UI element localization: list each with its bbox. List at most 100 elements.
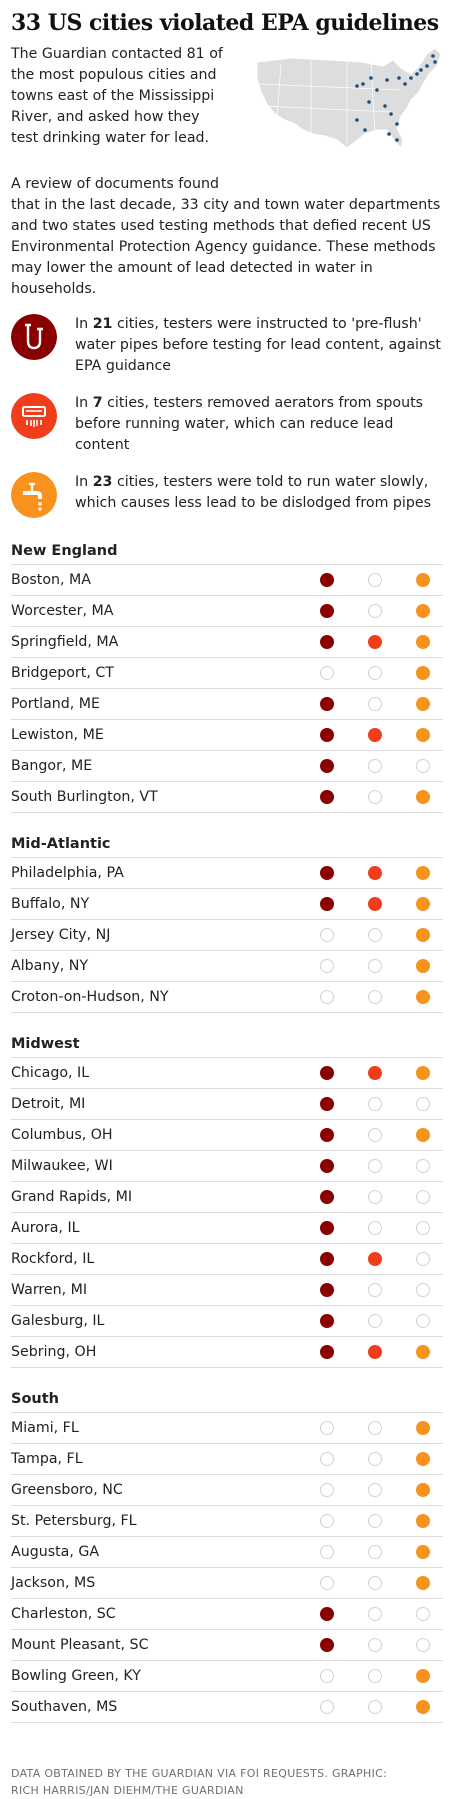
method-indicator-off [416,1638,430,1652]
method-indicator-on [416,1128,430,1142]
table-row: Columbus, OH [11,1120,443,1151]
city-name: Jackson, MS [11,1575,96,1591]
method-indicator-on [320,635,334,649]
region-heading: South [11,1386,443,1413]
method-indicator-on [320,866,334,880]
method-indicator-on [368,897,382,911]
method-indicator-on [416,635,430,649]
method-indicator-off [320,1700,334,1714]
method-indicator-on [320,897,334,911]
method-indicator-off [368,1576,382,1590]
method-indicator-off [320,1669,334,1683]
city-name: Greensboro, NC [11,1482,123,1498]
method-indicator-on [320,697,334,711]
method-slow-flow: In 23 cities, testers were told to run w… [11,472,443,520]
table-row: Charleston, SC [11,1599,443,1630]
method-indicator-on [416,666,430,680]
method-indicator-on [368,1345,382,1359]
us-map [256,47,442,149]
page-title: 33 US cities violated EPA guidelines [11,10,439,36]
table-row: Greensboro, NC [11,1475,443,1506]
method-indicator-off [320,928,334,942]
method-text: In 23 cities, testers were told to run w… [75,474,432,511]
table-row: Mount Pleasant, SC [11,1630,443,1661]
review-line: Environmental Protection Agency guidance… [11,239,436,255]
table-row: Rockford, IL [11,1244,443,1275]
method-indicator-on [416,1700,430,1714]
intro-line: River, and asked how they [11,109,200,125]
method-indicator-on [320,1159,334,1173]
city-name: St. Petersburg, FL [11,1513,137,1529]
method-indicator-off [368,928,382,942]
method-indicator-on [320,1097,334,1111]
faucet-icon [11,472,57,518]
us-map-land [256,47,442,149]
city-name: Albany, NY [11,958,89,974]
method-indicator-off [368,959,382,973]
review-paragraph: A review of documents found that in the … [11,174,443,300]
region-heading: New England [11,538,443,565]
method-indicator-off [368,990,382,1004]
method-indicator-off [368,1607,382,1621]
method-indicator-off [368,1700,382,1714]
city-name: Philadelphia, PA [11,865,124,881]
intro-block: The Guardian contacted 81 of the most po… [11,44,443,184]
city-name: Bowling Green, KY [11,1668,141,1684]
method-indicator-on [320,1190,334,1204]
table-row: Croton-on-Hudson, NY [11,982,443,1013]
credit-line: DATA OBTAINED BY THE GUARDIAN VIA FOI RE… [11,1767,388,1780]
method-indicator-off [368,790,382,804]
method-indicator-on [368,866,382,880]
method-indicator-off [416,1607,430,1621]
method-indicator-off [368,1452,382,1466]
method-indicator-on [320,759,334,773]
method-indicator-off [368,759,382,773]
method-indicator-on [368,728,382,742]
method-indicator-on [320,1221,334,1235]
credit-line: RICH HARRIS/JAN DIEHM/THE GUARDIAN [11,1784,244,1797]
method-indicator-on [320,1314,334,1328]
method-indicator-off [368,1221,382,1235]
method-indicator-off [368,1545,382,1559]
method-count: 7 [92,395,103,411]
method-indicator-on [320,1283,334,1297]
method-indicator-on [416,866,430,880]
city-name: Charleston, SC [11,1606,116,1622]
method-indicator-on [416,573,430,587]
method-indicator-off [368,604,382,618]
review-line: and two states used testing methods that… [11,218,431,234]
method-indicator-off [368,1669,382,1683]
region-heading: Mid-Atlantic [11,831,443,858]
table-row: Grand Rapids, MI [11,1182,443,1213]
city-name: Mount Pleasant, SC [11,1637,149,1653]
method-indicator-on [320,1252,334,1266]
method-indicator-on [416,1483,430,1497]
method-indicator-on [416,1345,430,1359]
method-indicator-on [416,928,430,942]
method-text: In 7 cities, testers removed aerators fr… [75,395,424,453]
table-row: Jersey City, NJ [11,920,443,951]
method-indicator-off [368,1097,382,1111]
method-indicator-on [416,1514,430,1528]
table-row: Buffalo, NY [11,889,443,920]
method-indicator-on [416,1452,430,1466]
method-indicator-off [416,1190,430,1204]
table-row: Albany, NY [11,951,443,982]
city-name: Miami, FL [11,1420,79,1436]
city-name: Springfield, MA [11,634,119,650]
method-indicator-off [416,1159,430,1173]
method-indicator-off [368,1483,382,1497]
city-name: South Burlington, VT [11,789,158,805]
city-name: Croton-on-Hudson, NY [11,989,169,1005]
method-aerator: In 7 cities, testers removed aerators fr… [11,393,443,456]
method-indicator-off [368,1190,382,1204]
review-line: A review of documents found [11,176,219,192]
intro-line: the most populous cities and [11,67,217,83]
method-indicator-on [416,1669,430,1683]
method-indicator-on [416,959,430,973]
method-text: In 21 cities, testers were instructed to… [75,316,441,374]
city-name: Aurora, IL [11,1220,80,1236]
city-name: Milwaukee, WI [11,1158,113,1174]
method-indicator-off [320,959,334,973]
city-name: Bangor, ME [11,758,93,774]
